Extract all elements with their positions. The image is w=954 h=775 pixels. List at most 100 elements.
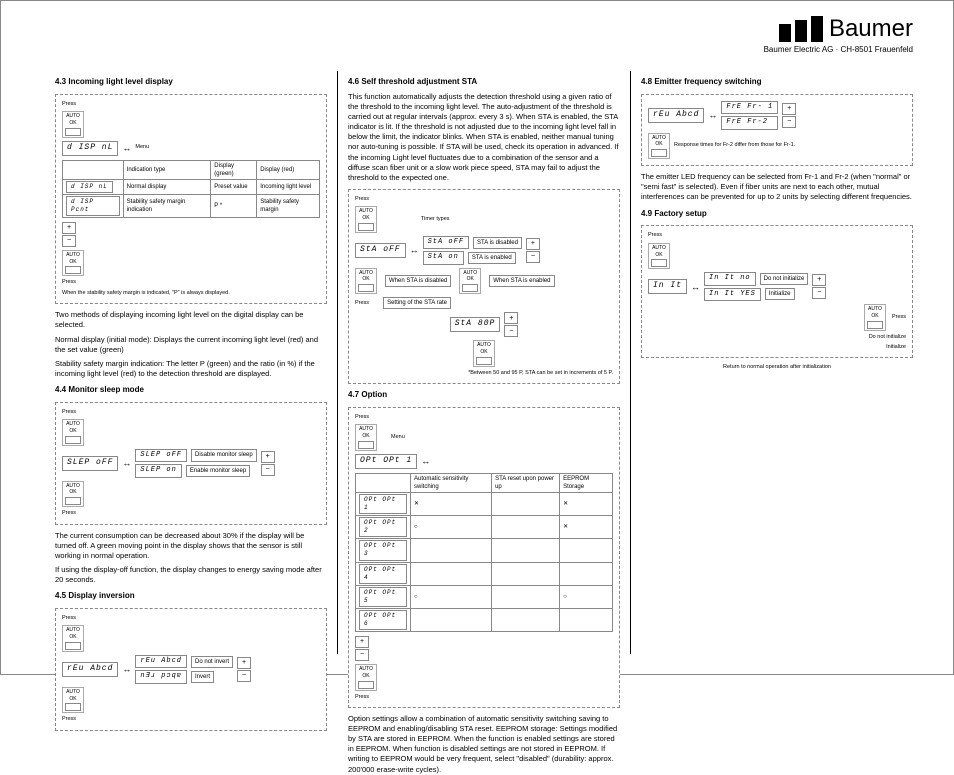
press-label-47a: Press bbox=[355, 414, 369, 421]
minus-button-46b[interactable]: − bbox=[504, 325, 518, 337]
lbl-sleep-off: Disable monitor sleep bbox=[191, 449, 257, 461]
lbl-when-disabled: When STA is disabled bbox=[385, 275, 451, 287]
opt2-b bbox=[492, 516, 560, 539]
plus-button-44[interactable]: + bbox=[261, 451, 275, 463]
lbl-no-invert: Do not invert bbox=[191, 656, 233, 668]
auto-ok-button-45b[interactable]: AUTOOK bbox=[62, 687, 84, 714]
plus-button-49[interactable]: + bbox=[812, 274, 826, 286]
auto-ok-button-46a[interactable]: AUTOOK bbox=[355, 206, 377, 233]
auto-ok-button-45a[interactable]: AUTOOK bbox=[62, 625, 84, 652]
minus-button-49[interactable]: − bbox=[812, 287, 826, 299]
cell-stability-a: Stability safety margin indication bbox=[123, 194, 211, 217]
para-4-3-1: Two methods of displaying incoming light… bbox=[55, 310, 327, 330]
opt2-c: ✕ bbox=[560, 516, 613, 539]
heading-4-3: 4.3 Incoming light level display bbox=[55, 77, 327, 88]
header: Baumer Baumer Electric AG · CH-8501 Frau… bbox=[764, 15, 913, 54]
press-label: Press bbox=[62, 101, 76, 108]
minus-button-44[interactable]: − bbox=[261, 464, 275, 476]
cell-stability-b: P * bbox=[211, 194, 257, 217]
press-label-49b: Press bbox=[892, 314, 906, 321]
seg-slep-on: SLEP on bbox=[135, 464, 181, 477]
para-4-3-3: Stability safety margin indication: The … bbox=[55, 359, 327, 379]
auto-ok-button-47a[interactable]: AUTOOK bbox=[355, 424, 377, 451]
seg-opt4: OPt OPt 4 bbox=[359, 564, 407, 584]
seg-opt2: OPt OPt 2 bbox=[359, 517, 407, 537]
nav-arrows-icon-48: ↔ bbox=[708, 109, 717, 121]
seg-sta-main: StA oFF bbox=[355, 243, 406, 258]
column-1: 4.3 Incoming light level display Press A… bbox=[45, 71, 337, 654]
plus-button-48[interactable]: + bbox=[782, 103, 796, 115]
lbl-sta-enabled: STA is enabled bbox=[468, 252, 516, 264]
footnote-4-8: Response times for Fr-2 differ from thos… bbox=[674, 142, 795, 149]
cell-preset: Preset value bbox=[211, 179, 257, 194]
th-red: Display (red) bbox=[257, 160, 320, 179]
nav-arrows-icon-47: ↔ bbox=[421, 455, 430, 467]
auto-label: AUTO bbox=[66, 113, 80, 120]
auto-ok-button-44b[interactable]: AUTOOK bbox=[62, 481, 84, 508]
lbl-when-enabled: When STA is enabled bbox=[489, 275, 554, 287]
opt3-a bbox=[411, 539, 492, 562]
auto-ok-button-49b[interactable]: AUTOOK bbox=[864, 304, 886, 331]
seg-slep-off: SLEP oFF bbox=[135, 449, 187, 462]
nav-arrows-icon-49: ↔ bbox=[691, 281, 700, 293]
seg-sta-off: StA oFF bbox=[423, 236, 469, 249]
seg-init-no: In It no bbox=[704, 272, 756, 285]
menu-label: Menu bbox=[135, 144, 149, 151]
seg-display-main: d ISP nL bbox=[62, 141, 118, 156]
seg-slep-main: SLEP oFF bbox=[62, 456, 118, 471]
opt1-c: ✕ bbox=[560, 492, 613, 515]
auto-ok-button-46c[interactable]: AUTOOK bbox=[459, 268, 481, 295]
seg-fr2: FrE Fr-2 bbox=[721, 116, 778, 129]
para-4-6: This function automatically adjusts the … bbox=[348, 92, 620, 183]
nav-arrows-icon-44: ↔ bbox=[122, 457, 131, 469]
auto-ok-button-44a[interactable]: AUTOOK bbox=[62, 419, 84, 446]
plus-button-47[interactable]: + bbox=[355, 636, 369, 648]
lbl-invert: Invert bbox=[191, 671, 214, 683]
brand-name: Baumer bbox=[829, 15, 913, 43]
th-eeprom: EEPROM Storage bbox=[560, 473, 613, 492]
press-label-45b: Press bbox=[62, 716, 76, 723]
auto-ok-button-49a[interactable]: AUTOOK bbox=[648, 243, 670, 270]
th-auto: Automatic sensitivity switching bbox=[411, 473, 492, 492]
seg-mode1: d ISP nL bbox=[66, 181, 113, 193]
para-4-7: Option settings allow a combination of a… bbox=[348, 714, 620, 775]
para-4-3-2: Normal display (initial mode): Displays … bbox=[55, 335, 327, 355]
lbl-init-yes: Initialize bbox=[765, 288, 795, 300]
footnote-4-6: *Between 50 and 95 P, STA can be set in … bbox=[355, 370, 613, 377]
seg-opt-main: OPt OPt 1 bbox=[355, 454, 417, 469]
opt5-a: ○ bbox=[411, 585, 492, 608]
plus-button-46b[interactable]: + bbox=[504, 312, 518, 324]
lbl-do-not-initialize: Do not initialize bbox=[869, 334, 906, 341]
opt6-c bbox=[560, 608, 613, 631]
diagram-4-3: Press AUTO OK d ISP nL ↔ Menu bbox=[55, 94, 327, 305]
diagram-4-7: Press AUTOOK Menu OPt OPt 1 ↔ Automatic … bbox=[348, 407, 620, 708]
diagram-4-4: Press AUTOOK SLEP oFF ↔ SLEP oFF Disable… bbox=[55, 402, 327, 525]
opt6-a bbox=[411, 608, 492, 631]
seg-rev-norm: rEu Abcd bbox=[135, 655, 187, 668]
heading-4-6: 4.6 Self threshold adjustment STA bbox=[348, 77, 620, 88]
auto-ok-button[interactable]: AUTO OK bbox=[62, 111, 84, 138]
opt5-b bbox=[492, 585, 560, 608]
opt3-c bbox=[560, 539, 613, 562]
lbl-sleep-on: Enable monitor sleep bbox=[186, 465, 250, 477]
minus-button-46[interactable]: − bbox=[526, 251, 540, 263]
seg-init-main: In It bbox=[648, 279, 687, 294]
minus-button-47[interactable]: − bbox=[355, 649, 369, 661]
plus-button-45[interactable]: + bbox=[237, 657, 251, 669]
auto-ok-button-48[interactable]: AUTOOK bbox=[648, 133, 670, 160]
minus-button[interactable]: − bbox=[62, 235, 76, 247]
footnote-4-9: Return to normal operation after initial… bbox=[641, 364, 913, 371]
auto-ok-button-2[interactable]: AUTO OK bbox=[62, 250, 84, 277]
menu-label-47: Menu bbox=[391, 434, 405, 441]
auto-ok-button-46d[interactable]: AUTOOK bbox=[473, 340, 495, 367]
minus-button-45[interactable]: − bbox=[237, 670, 251, 682]
minus-button-48[interactable]: − bbox=[782, 116, 796, 128]
seg-fre-main: rEu Abcd bbox=[648, 108, 704, 123]
plus-button[interactable]: + bbox=[62, 222, 76, 234]
indication-table: Indication type Display (green) Display … bbox=[62, 160, 320, 218]
para-4-8: The emitter LED frequency can be selecte… bbox=[641, 172, 913, 202]
auto-ok-button-46b[interactable]: AUTOOK bbox=[355, 268, 377, 295]
column-3: 4.8 Emitter frequency switching rEu Abcd… bbox=[630, 71, 923, 654]
plus-button-46[interactable]: + bbox=[526, 238, 540, 250]
auto-ok-button-47b[interactable]: AUTOOK bbox=[355, 664, 377, 691]
